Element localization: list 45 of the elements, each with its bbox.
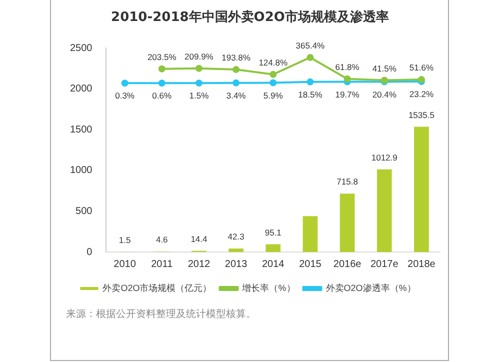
- data-label: 715.8: [336, 176, 358, 187]
- x-tick-label: 2017e: [370, 258, 399, 270]
- data-label: 42.3: [228, 232, 245, 242]
- data-label: 19.7%: [335, 89, 360, 100]
- data-label: 1012.9: [371, 152, 398, 162]
- legend-label: 外卖O2O渗透率（%）: [326, 282, 416, 293]
- data-label: 51.6%: [409, 62, 434, 73]
- data-label: 1535.5: [408, 110, 435, 120]
- data-label: 365.4%: [296, 40, 326, 51]
- data-label: 3.4%: [226, 90, 246, 101]
- y-tick-label: 1500: [70, 124, 93, 136]
- data-label: 1.5%: [189, 90, 210, 101]
- x-tick-label: 2018e: [408, 258, 436, 270]
- y-tick-label: 1000: [70, 165, 93, 176]
- x-tick-label: 2013: [224, 258, 248, 270]
- legend-label: 外卖O2O市场规模（亿元）: [102, 282, 212, 293]
- data-label: 61.8%: [335, 62, 360, 72]
- data-label: 18.5%: [298, 89, 323, 100]
- y-tick-label: 2500: [70, 42, 93, 54]
- data-label: 23.2%: [409, 89, 434, 100]
- legend-label: 增长率（%）: [241, 282, 296, 293]
- data-label: 5.9%: [263, 90, 284, 100]
- x-tick-label: 2012: [188, 258, 211, 270]
- data-label: 0.6%: [152, 90, 172, 101]
- data-label: 124.8%: [258, 57, 288, 68]
- data-label: 1.5: [118, 234, 131, 245]
- y-tick-label: 500: [76, 206, 93, 217]
- y-tick-label: 2000: [70, 84, 93, 95]
- x-tick-label: 2014: [262, 258, 285, 270]
- data-label: 4.6: [156, 234, 168, 245]
- y-tick-label: 0: [86, 246, 93, 258]
- data-label: 14.4: [190, 234, 208, 244]
- x-tick-label: 2015: [299, 258, 322, 270]
- x-tick-label: 2016e: [333, 258, 362, 270]
- data-label: 20.4%: [372, 89, 397, 100]
- x-tick-label: 2010: [114, 258, 136, 270]
- source-note: 来源：根据公开资料整理及统计模型核算。: [66, 308, 256, 321]
- data-label: 95.1: [264, 227, 282, 238]
- data-label: 193.8%: [222, 52, 251, 63]
- data-label: 203.5%: [147, 52, 177, 62]
- data-label: 0.3%: [115, 90, 135, 101]
- data-label: 209.9%: [184, 52, 214, 62]
- chart-title: 2010-2018年中国外卖O2O市场规模及渗透率: [110, 8, 390, 26]
- x-tick-label: 2011: [151, 258, 174, 270]
- data-label: 41.5%: [372, 63, 397, 74]
